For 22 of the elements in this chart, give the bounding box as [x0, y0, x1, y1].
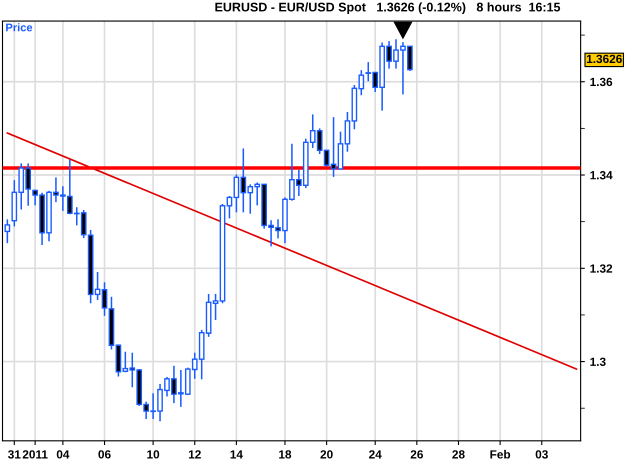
x-tick-label: 18	[279, 450, 292, 459]
y-tick-label: 1.36	[590, 78, 612, 86]
x-tick-label: 2011	[22, 450, 48, 459]
x-tick-label: 10	[147, 450, 160, 459]
x-tick-label: 20	[320, 450, 333, 459]
x-tick-label: 06	[98, 450, 111, 459]
x-tick-label: 12	[188, 450, 201, 458]
x-tick-label: 04	[56, 450, 70, 459]
y-tick-label: 1.3	[590, 358, 606, 366]
x-tick-label: 24	[369, 450, 382, 458]
x-tick-label: Feb	[490, 450, 510, 459]
x-tick-label: 03	[536, 450, 548, 459]
x-tick-label: 14	[230, 450, 243, 458]
candlestick	[4, 218, 10, 244]
chart-title: EURUSD - EUR/USD Spot 1.3626 (-0.12%) 8 hours 16:15	[215, 2, 560, 14]
y-tick-label: 1.32	[590, 264, 612, 273]
x-tick-label: 28	[452, 450, 465, 459]
x-tick-label: 31	[8, 450, 21, 459]
text: 1.3626	[586, 54, 622, 64]
y-tick-label: 1.34	[590, 171, 613, 180]
x-tick-label: 26	[410, 450, 423, 459]
annotation: Price	[6, 23, 32, 32]
